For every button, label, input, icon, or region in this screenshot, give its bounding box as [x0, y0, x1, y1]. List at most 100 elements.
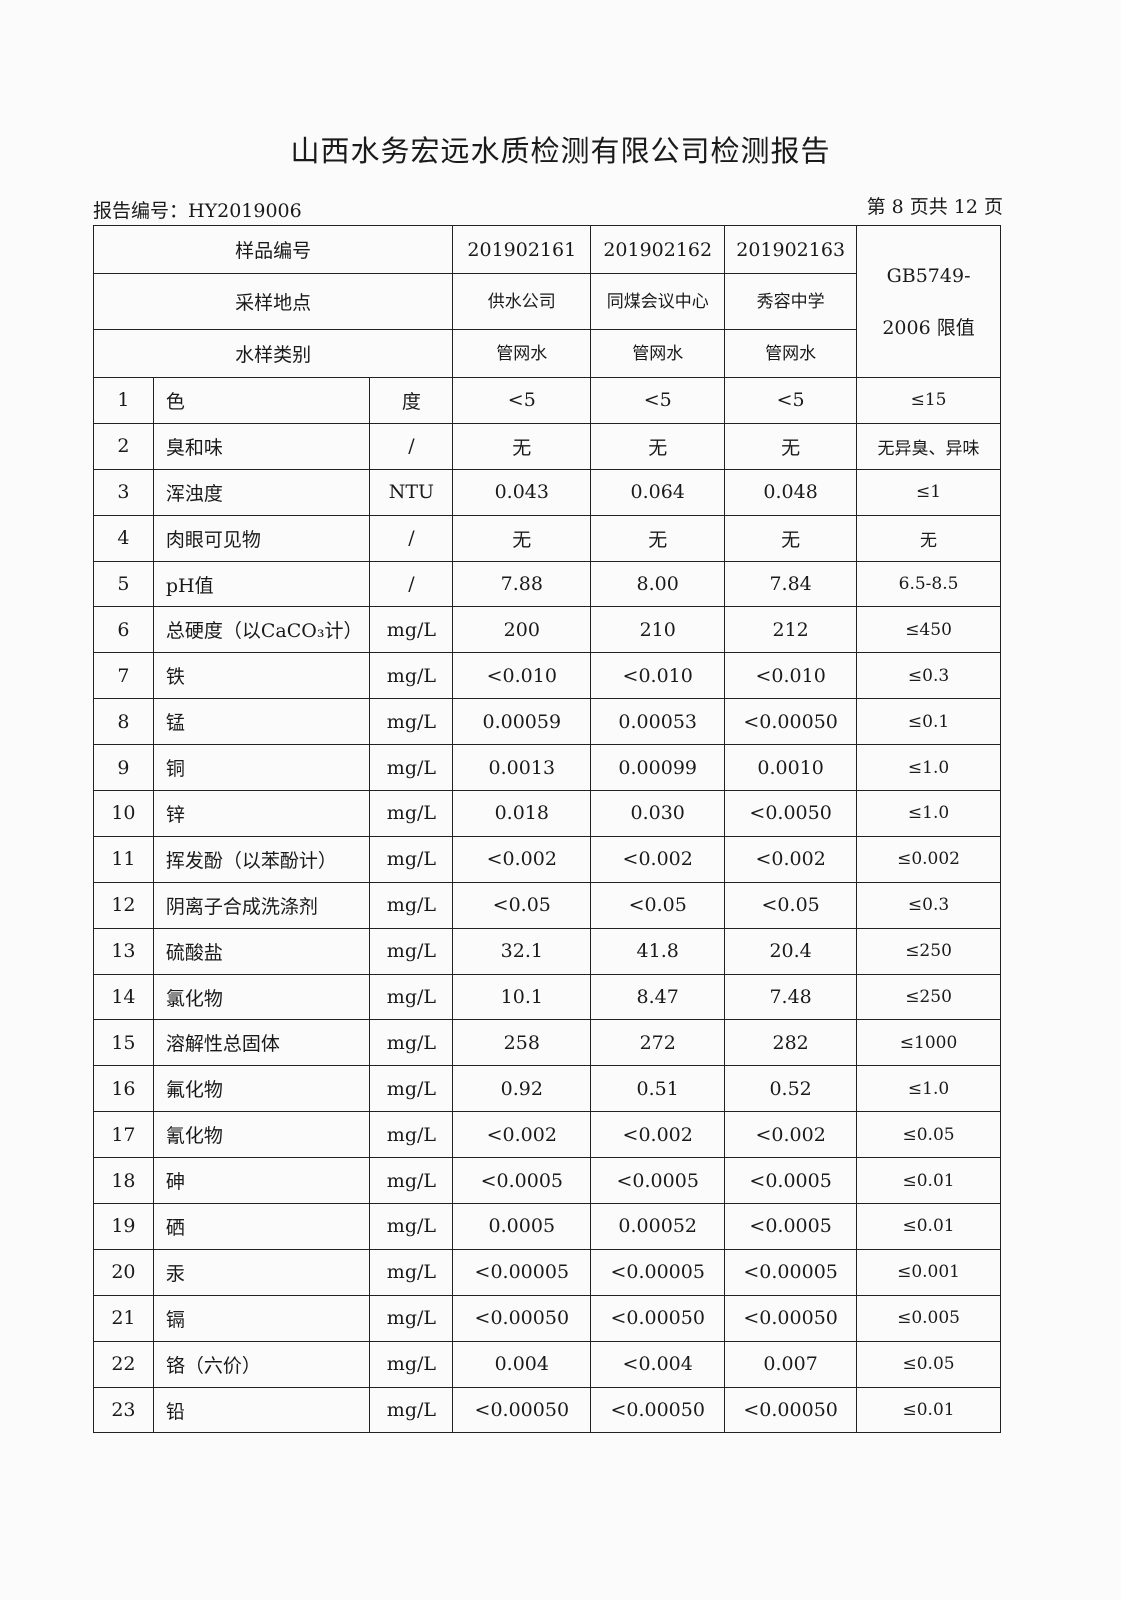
- item-name: 浑浊度: [152, 468, 371, 516]
- unit: mg/L: [369, 606, 454, 654]
- limit: ≤0.01: [856, 1386, 1001, 1434]
- item-name: pH值: [152, 560, 371, 608]
- limit: ≤0.01: [856, 1157, 1001, 1205]
- value: 258: [452, 1019, 592, 1067]
- table-row: 16 氟化物 mg/L 0.92 0.51 0.52 ≤1.0: [93, 1065, 1001, 1113]
- unit: /: [369, 560, 454, 608]
- value: <0.002: [724, 835, 858, 883]
- row-number: 23: [93, 1386, 154, 1434]
- table-row: 14 氯化物 mg/L 10.1 8.47 7.48 ≤250: [93, 973, 1001, 1021]
- value: 7.48: [724, 973, 858, 1021]
- row-number: 17: [93, 1111, 154, 1159]
- row-number: 4: [93, 514, 154, 562]
- value: 210: [590, 606, 726, 654]
- limit: ≤0.002: [856, 835, 1001, 883]
- item-name: 挥发酚（以苯酚计）: [152, 835, 371, 883]
- unit: mg/L: [369, 652, 454, 700]
- location-label: 采样地点: [92, 273, 454, 330]
- limit: ≤0.1: [856, 698, 1001, 746]
- item-name: 臭和味: [152, 422, 371, 470]
- unit: mg/L: [369, 1157, 454, 1205]
- value: <0.05: [590, 881, 726, 929]
- item-name: 肉眼可见物: [152, 514, 371, 562]
- item-name: 硒: [152, 1203, 371, 1250]
- row-number: 21: [93, 1294, 154, 1342]
- limit: 无异臭、异味: [856, 422, 1001, 470]
- value: 41.8: [590, 927, 726, 975]
- value: <0.05: [452, 881, 592, 929]
- item-name: 镉: [152, 1294, 371, 1342]
- table-row: 12 阴离子合成洗涤剂 mg/L <0.05 <0.05 <0.05 ≤0.3: [93, 881, 1001, 929]
- unit: mg/L: [369, 1111, 454, 1159]
- unit: /: [369, 422, 454, 470]
- value: 212: [724, 606, 858, 654]
- location: 供水公司: [452, 273, 592, 330]
- value: 8.47: [590, 973, 726, 1021]
- value: 0.043: [452, 468, 592, 516]
- value: <0.00050: [452, 1386, 592, 1434]
- value: 无: [724, 422, 858, 470]
- unit: mg/L: [369, 1019, 454, 1067]
- value: 0.00059: [452, 698, 592, 746]
- value: 10.1: [452, 973, 592, 1021]
- value: <0.004: [590, 1340, 726, 1388]
- value: 0.030: [590, 790, 726, 837]
- table-row: 2 臭和味 / 无无无无异臭、异味: [93, 422, 1001, 470]
- limit: ≤1000: [856, 1019, 1001, 1067]
- value: 0.004: [452, 1340, 592, 1388]
- water-type: 管网水: [724, 329, 858, 378]
- report-title: 山西水务宏远水质检测有限公司检测报告: [290, 134, 831, 168]
- item-name: 氟化物: [152, 1065, 371, 1113]
- table-row: 17 氰化物 mg/L <0.002 <0.002 <0.002 ≤0.05: [93, 1111, 1001, 1159]
- report-number: 报告编号：HY2019006: [93, 200, 302, 222]
- water-type: 管网水: [452, 329, 592, 378]
- value: <0.0005: [590, 1157, 726, 1205]
- sample-no: 201902161: [452, 225, 592, 274]
- water-type: 管网水: [590, 329, 726, 378]
- sample-no: 201902162: [590, 225, 726, 274]
- row-number: 2: [93, 422, 154, 470]
- location: 同煤会议中心: [590, 273, 726, 330]
- value: <5: [452, 377, 592, 424]
- value: <0.00050: [590, 1386, 726, 1434]
- limit-header: GB5749-2006 限值: [856, 225, 1001, 378]
- value: <0.00005: [452, 1248, 592, 1296]
- item-name: 色: [152, 377, 371, 424]
- unit: mg/L: [369, 881, 454, 929]
- unit: mg/L: [369, 1065, 454, 1113]
- limit: ≤0.3: [856, 652, 1001, 700]
- row-number: 10: [93, 790, 154, 837]
- table-row: 5 pH值/7.88 8.00 7.84 6.5-8.5: [93, 560, 1001, 608]
- row-number: 12: [93, 881, 154, 929]
- row-number: 19: [93, 1203, 154, 1250]
- unit: mg/L: [369, 973, 454, 1021]
- table-row: 11 挥发酚（以苯酚计） mg/L <0.002 <0.002 <0.002 ≤0.002: [93, 835, 1001, 883]
- row-number: 20: [93, 1248, 154, 1296]
- row-number: 15: [93, 1019, 154, 1067]
- item-name: 氯化物: [152, 973, 371, 1021]
- value: 20.4: [724, 927, 858, 975]
- table-row: 22 铬（六价） mg/L 0.004 <0.004 0.007 ≤0.05: [93, 1340, 1001, 1388]
- row-number: 18: [93, 1157, 154, 1205]
- value: 32.1: [452, 927, 592, 975]
- table-row: 8 锰 mg/L 0.00059 0.00053 <0.00050 ≤0.1: [93, 698, 1001, 746]
- row-number: 16: [93, 1065, 154, 1113]
- limit: ≤250: [856, 973, 1001, 1021]
- sample-no: 201902163: [724, 225, 858, 274]
- unit: mg/L: [369, 1340, 454, 1388]
- limit: ≤15: [856, 377, 1001, 424]
- limit: 无: [856, 514, 1001, 562]
- row-number: 6: [93, 606, 154, 654]
- limit: ≤0.001: [856, 1248, 1001, 1296]
- limit: ≤1: [856, 468, 1001, 516]
- table-row: 13 硫酸盐 mg/L 32.1 41.8 20.4 ≤250: [93, 927, 1001, 975]
- value: <0.002: [590, 835, 726, 883]
- table-row: 7 铁 mg/L <0.010 <0.010 <0.010 ≤0.3: [93, 652, 1001, 700]
- limit: ≤1.0: [856, 744, 1001, 792]
- row-number: 9: [93, 744, 154, 792]
- value: 0.92: [452, 1065, 592, 1113]
- unit: 度: [369, 377, 454, 424]
- table-row: 19 硒 mg/L 0.0005 0.00052 <0.0005 ≤0.01: [93, 1203, 1001, 1250]
- page-info: 第 8 页共 12 页: [866, 196, 1003, 218]
- item-name: 溶解性总固体: [152, 1019, 371, 1067]
